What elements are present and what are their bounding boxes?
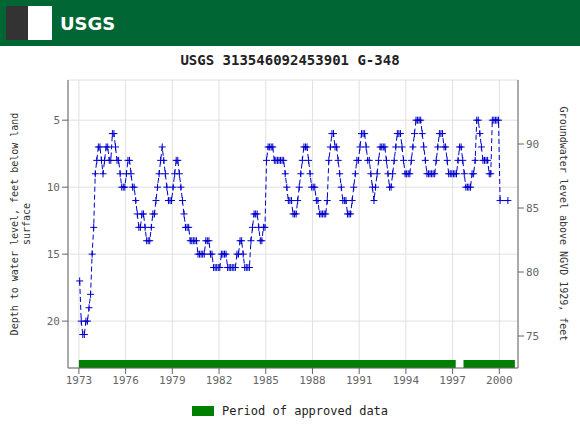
svg-text:80: 80 [526, 266, 539, 279]
svg-text:1979: 1979 [159, 374, 186, 387]
svg-text:5: 5 [53, 114, 60, 127]
svg-text:85: 85 [526, 202, 539, 215]
svg-text:1997: 1997 [439, 374, 466, 387]
svg-text:Depth to water level, feet bel: Depth to water level, feet below landsur… [9, 113, 32, 336]
svg-text:1988: 1988 [299, 374, 326, 387]
svg-text:15: 15 [47, 248, 60, 261]
svg-text:1994: 1994 [393, 374, 420, 387]
svg-text:10: 10 [47, 181, 60, 194]
svg-text:1973: 1973 [66, 374, 93, 387]
svg-text:1991: 1991 [346, 374, 373, 387]
html-text:USGS 313546092453901 G-348: USGS 313546092453901 G-348 [180, 52, 400, 68]
svg-text:2000: 2000 [486, 374, 513, 387]
svg-text:1985: 1985 [253, 374, 280, 387]
svg-text:1982: 1982 [206, 374, 233, 387]
svg-text:75: 75 [526, 330, 539, 343]
svg-text:90: 90 [526, 138, 539, 151]
svg-text:1976: 1976 [112, 374, 139, 387]
html-text:Period of approved data: Period of approved data [221, 404, 389, 418]
html-text:USGS: USGS [60, 12, 116, 34]
svg-text:20: 20 [47, 315, 60, 328]
svg-text:Groundwater level above NGVD 1: Groundwater level above NGVD 1929, feet [558, 107, 569, 342]
